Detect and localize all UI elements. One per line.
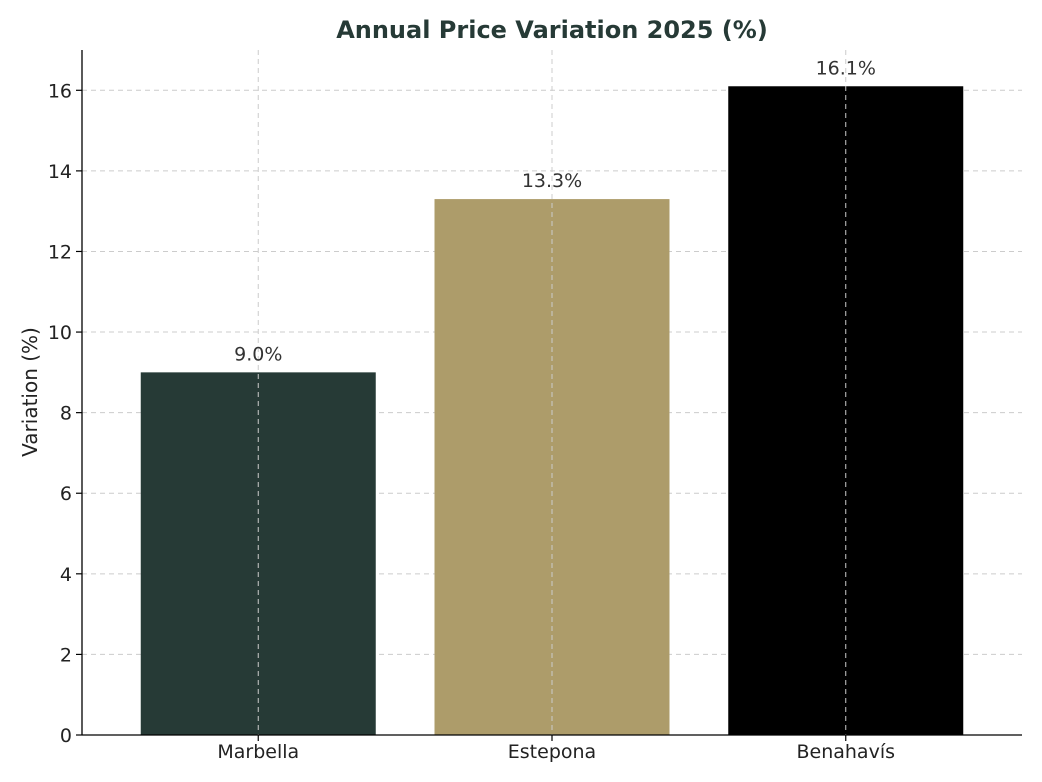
data-label-0: 9.0%	[234, 343, 282, 365]
chart-title: Annual Price Variation 2025 (%)	[336, 16, 768, 44]
data-label-2: 16.1%	[816, 57, 876, 79]
data-label-1: 13.3%	[522, 170, 582, 192]
y-tick-label-8: 8	[60, 403, 72, 425]
tick-and-data-labels: 0 2 4 6 8 10 12 14 16 Marbella 9.0% Estepona 13.3% Be…	[48, 57, 895, 763]
x-tick-label-0: Marbella	[217, 741, 299, 763]
y-tick-label-16: 16	[48, 80, 72, 102]
y-tick-label-12: 12	[48, 241, 72, 263]
y-tick-label-4: 4	[60, 564, 72, 586]
y-tick-label-14: 14	[48, 161, 72, 183]
y-axis-label: Variation (%)	[18, 327, 42, 457]
y-tick-label-10: 10	[48, 322, 72, 344]
y-tick-label-6: 6	[60, 483, 72, 505]
vertical-grid-lines	[257, 50, 847, 735]
y-tick-label-0: 0	[60, 725, 72, 747]
axes	[76, 50, 1022, 741]
x-tick-label-1: Estepona	[508, 741, 596, 763]
y-tick-label-2: 2	[60, 644, 72, 666]
x-tick-label-2: Benahavís	[796, 741, 895, 763]
